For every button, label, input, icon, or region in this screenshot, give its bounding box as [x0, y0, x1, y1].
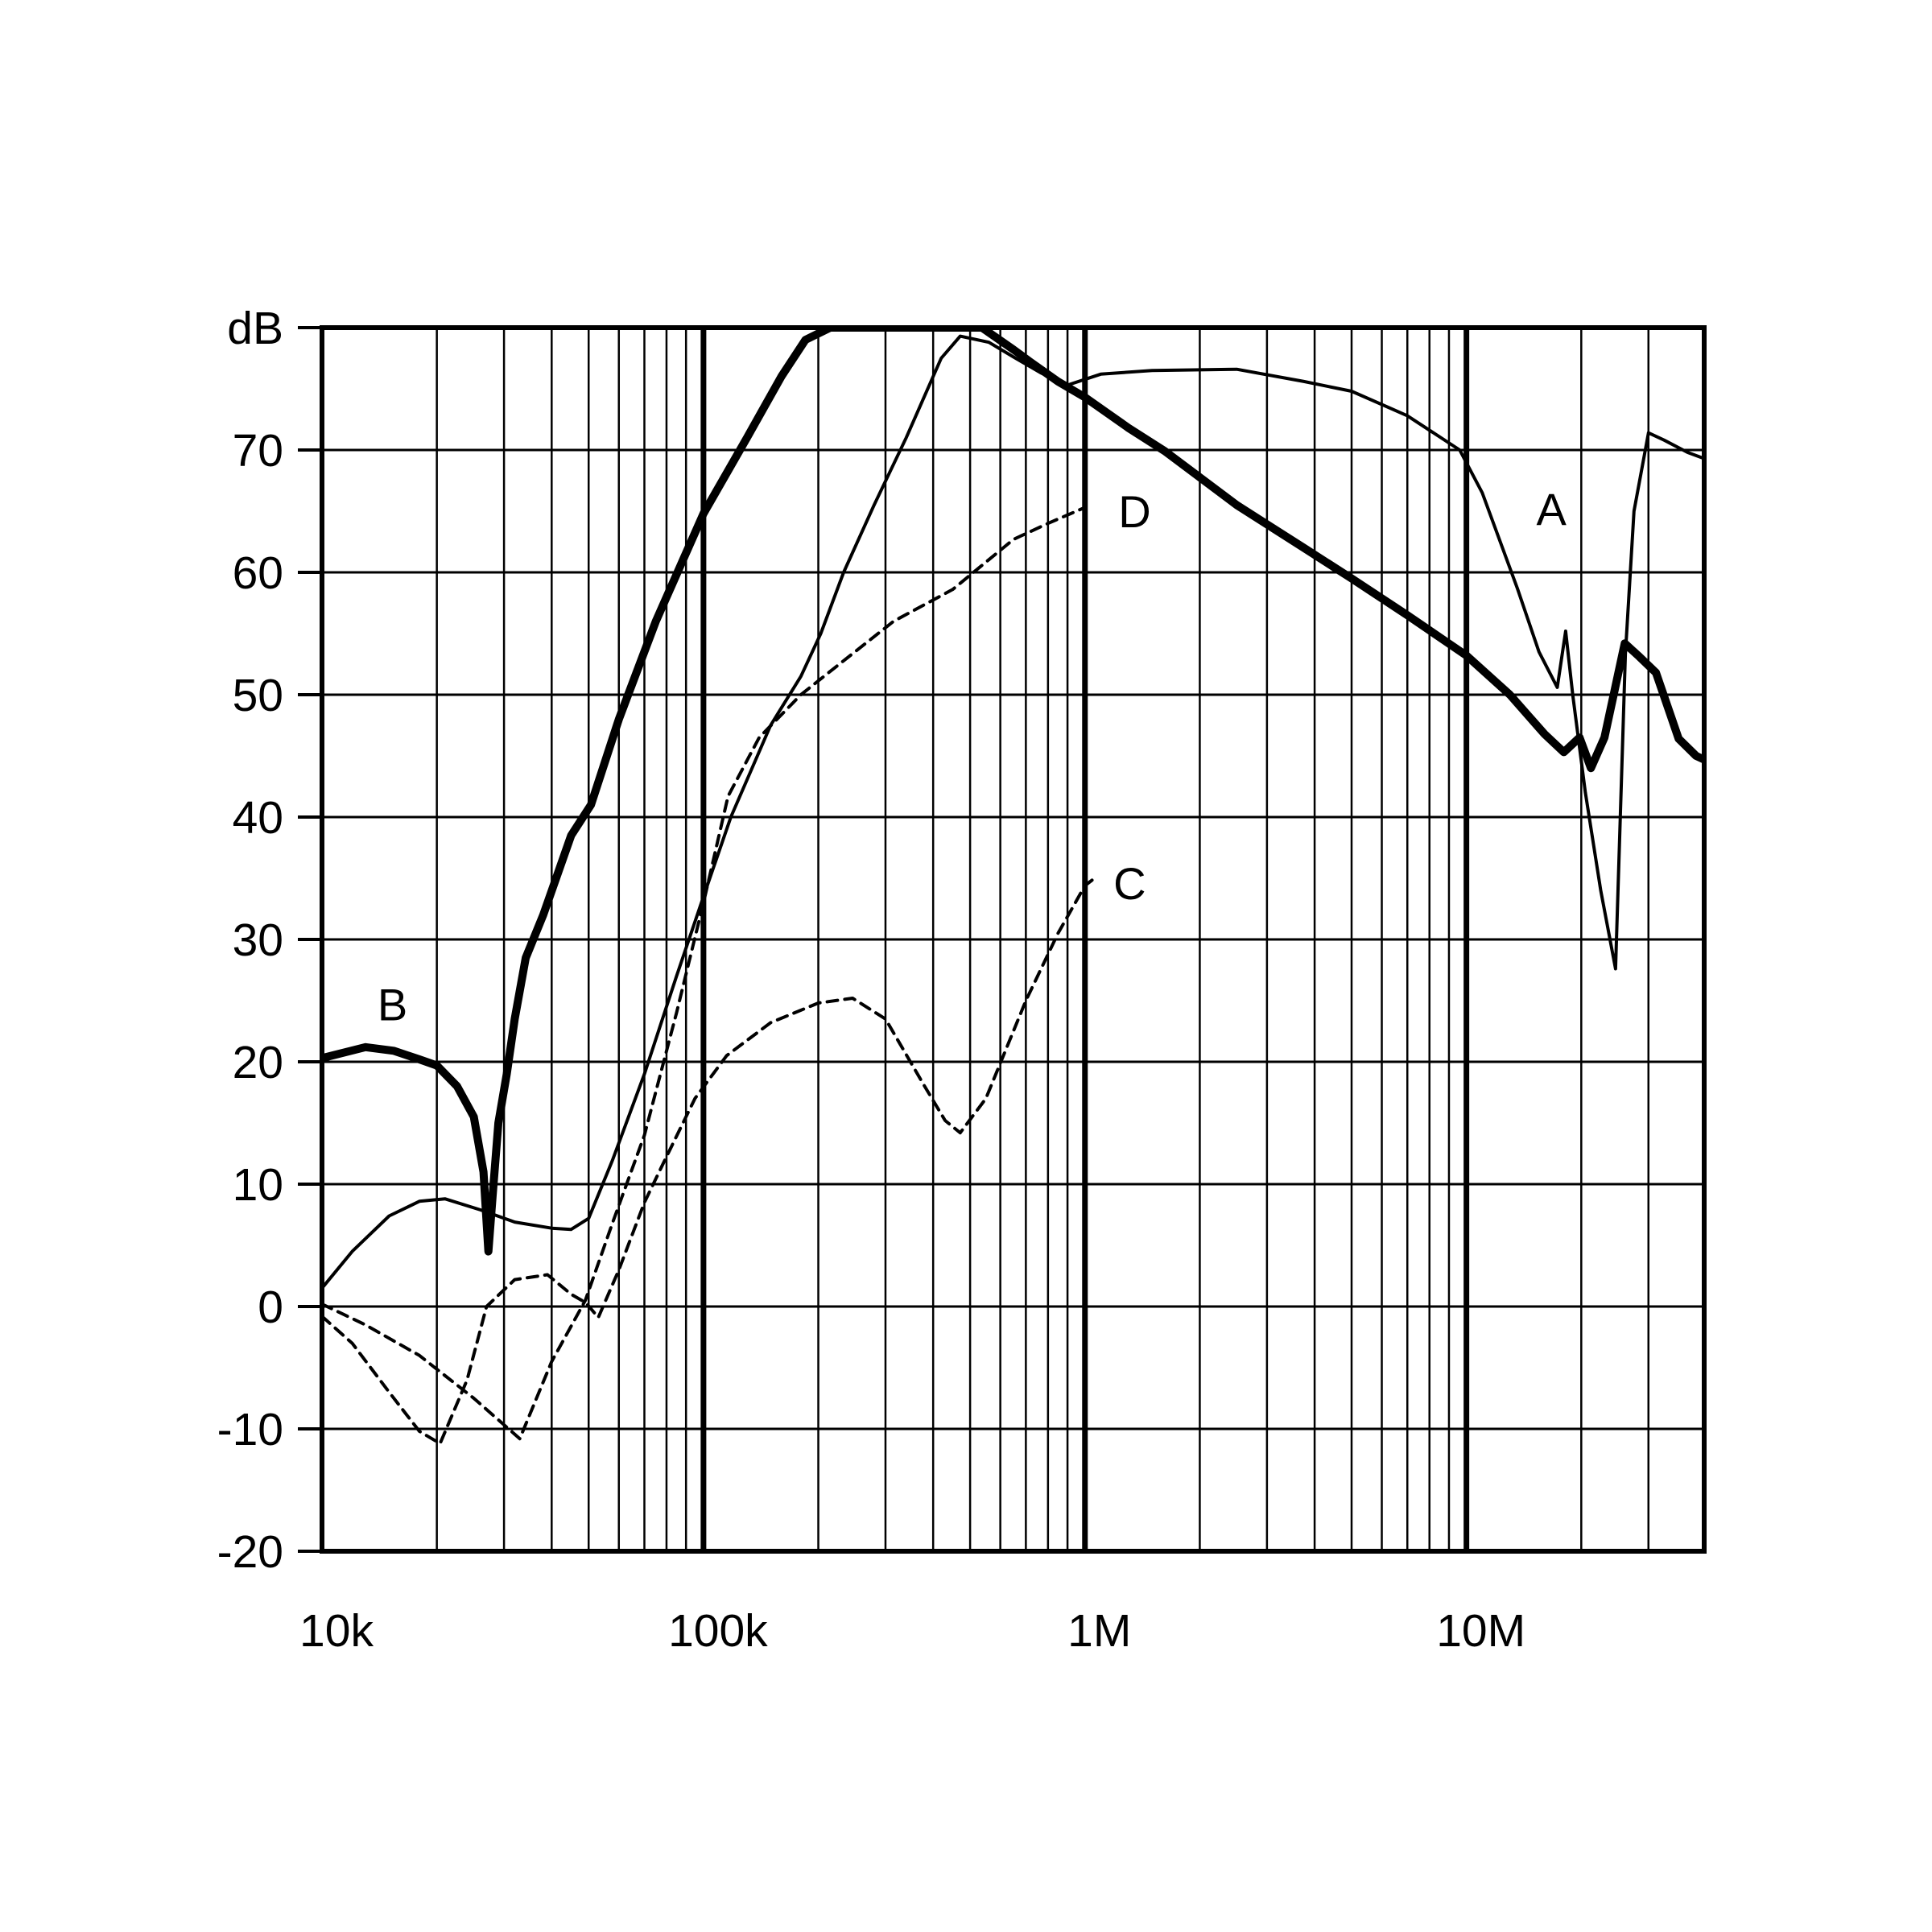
grid-major-decade-lines: [700, 328, 1470, 1551]
curves: [322, 328, 1704, 1446]
y-tick-label-10: 10: [233, 1159, 283, 1211]
curve-label-B: B: [378, 980, 407, 1030]
y-axis-unit-label: dB: [227, 303, 283, 354]
curve-C: [322, 874, 1100, 1446]
y-tick-label-70: 70: [233, 425, 283, 477]
y-axis-labels: dB 70 60 50 40 30 20 10 0 -10 -20: [217, 303, 283, 1578]
y-tick-label-60: 60: [233, 547, 283, 599]
x-tick-label-10k: 10k: [299, 1605, 374, 1657]
curve-inline-labels: A B C D: [378, 484, 1567, 1030]
curve-A: [322, 334, 1704, 1290]
curve-label-A: A: [1537, 484, 1567, 535]
y-tick-label-20: 20: [233, 1037, 283, 1088]
y-tick-label-50: 50: [233, 670, 283, 721]
curve-label-C: C: [1113, 858, 1146, 909]
x-tick-label-10M: 10M: [1436, 1605, 1525, 1657]
y-tick-label--10: -10: [217, 1404, 283, 1455]
x-tick-label-1M: 1M: [1067, 1605, 1131, 1657]
x-tick-label-100k: 100k: [668, 1605, 768, 1657]
y-tick-label-40: 40: [233, 792, 283, 844]
curve-label-D: D: [1118, 486, 1150, 537]
grid-horizontal-lines: [322, 448, 1704, 1430]
curve-D: [322, 506, 1087, 1441]
x-axis-labels: 10k 100k 1M 10M: [299, 1605, 1525, 1657]
curve-B: [322, 328, 1704, 1256]
y-tick-label-0: 0: [258, 1282, 283, 1333]
y-tick-label--20: -20: [217, 1526, 283, 1578]
y-tick-label-30: 30: [233, 914, 283, 966]
y-axis-ticks: [298, 326, 322, 1553]
